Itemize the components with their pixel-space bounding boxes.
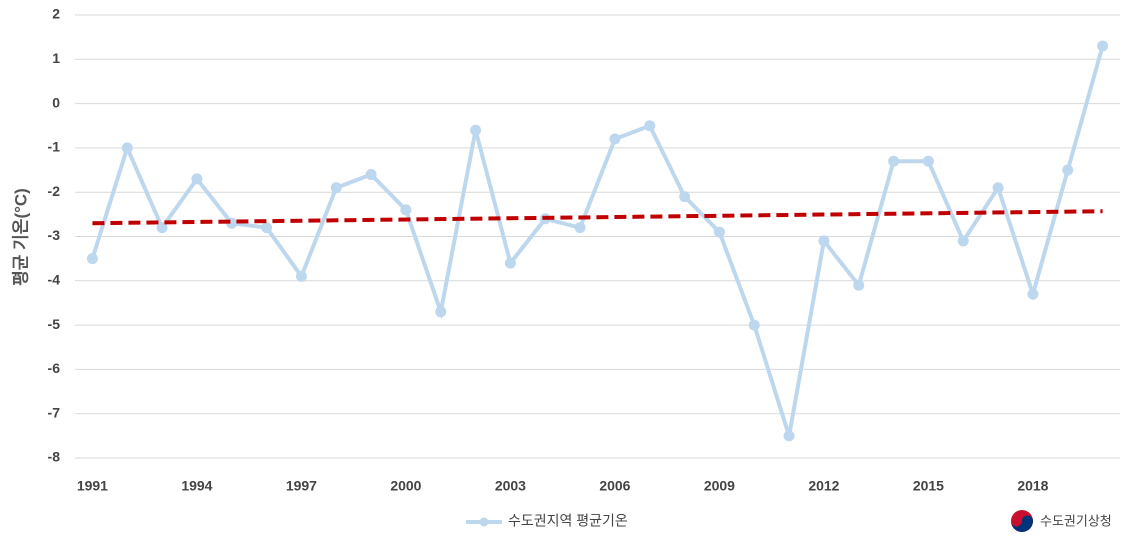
point: [748, 319, 760, 331]
y-tick-label: -4: [48, 272, 61, 288]
point: [86, 253, 98, 265]
point: [121, 142, 133, 154]
x-tick-label: 2018: [1017, 478, 1048, 494]
point: [1027, 288, 1039, 300]
point: [609, 133, 621, 145]
x-tick-label: 1991: [77, 478, 108, 494]
point: [365, 168, 377, 180]
point: [783, 430, 795, 442]
y-tick-label: -3: [48, 227, 61, 243]
point: [853, 279, 865, 291]
point: [992, 182, 1004, 194]
point: [818, 235, 830, 247]
x-tick-label: 2000: [390, 478, 421, 494]
point: [679, 191, 691, 203]
point: [261, 222, 273, 234]
point: [295, 270, 307, 282]
point: [400, 204, 412, 216]
point: [713, 226, 725, 238]
y-tick-label: -5: [48, 316, 61, 332]
y-tick-label: -2: [48, 183, 61, 199]
legend-label: 수도권지역 평균기온: [508, 513, 628, 529]
x-tick-label: 2003: [495, 478, 526, 494]
x-tick-label: 1997: [286, 478, 317, 494]
point: [470, 124, 482, 136]
source: 수도권기상청: [1040, 513, 1112, 528]
y-tick-label: -1: [48, 139, 61, 155]
point: [574, 222, 586, 234]
x-tick-label: 2006: [599, 478, 630, 494]
y-tick-label: -7: [48, 404, 61, 420]
point: [644, 120, 656, 132]
point: [1097, 40, 1109, 52]
logo-bottom: [1011, 515, 1033, 532]
x-tick-label: 2009: [704, 478, 735, 494]
source-logo: [1011, 510, 1033, 532]
point: [156, 222, 168, 234]
point: [504, 257, 516, 269]
y-tick-label: -6: [48, 360, 61, 376]
trend-line: [92, 209, 1103, 226]
x-tick-label: 2012: [808, 478, 839, 494]
y-tick-label: -8: [48, 449, 61, 465]
y-tick-label: 2: [52, 6, 60, 22]
point: [957, 235, 969, 247]
y-tick-label: 0: [52, 94, 60, 110]
point: [1062, 164, 1074, 176]
legend-marker: [479, 517, 489, 527]
point: [435, 306, 447, 318]
point: [330, 182, 342, 194]
y-axis-label: 평균 기온(°C): [11, 188, 30, 286]
x-tick-label: 2015: [913, 478, 944, 494]
point: [922, 155, 934, 167]
series-line: [90, 45, 1105, 437]
x-tick-label: 1994: [181, 478, 212, 494]
y-tick-label: 1: [52, 50, 60, 66]
point: [888, 155, 900, 167]
point: [191, 173, 203, 185]
